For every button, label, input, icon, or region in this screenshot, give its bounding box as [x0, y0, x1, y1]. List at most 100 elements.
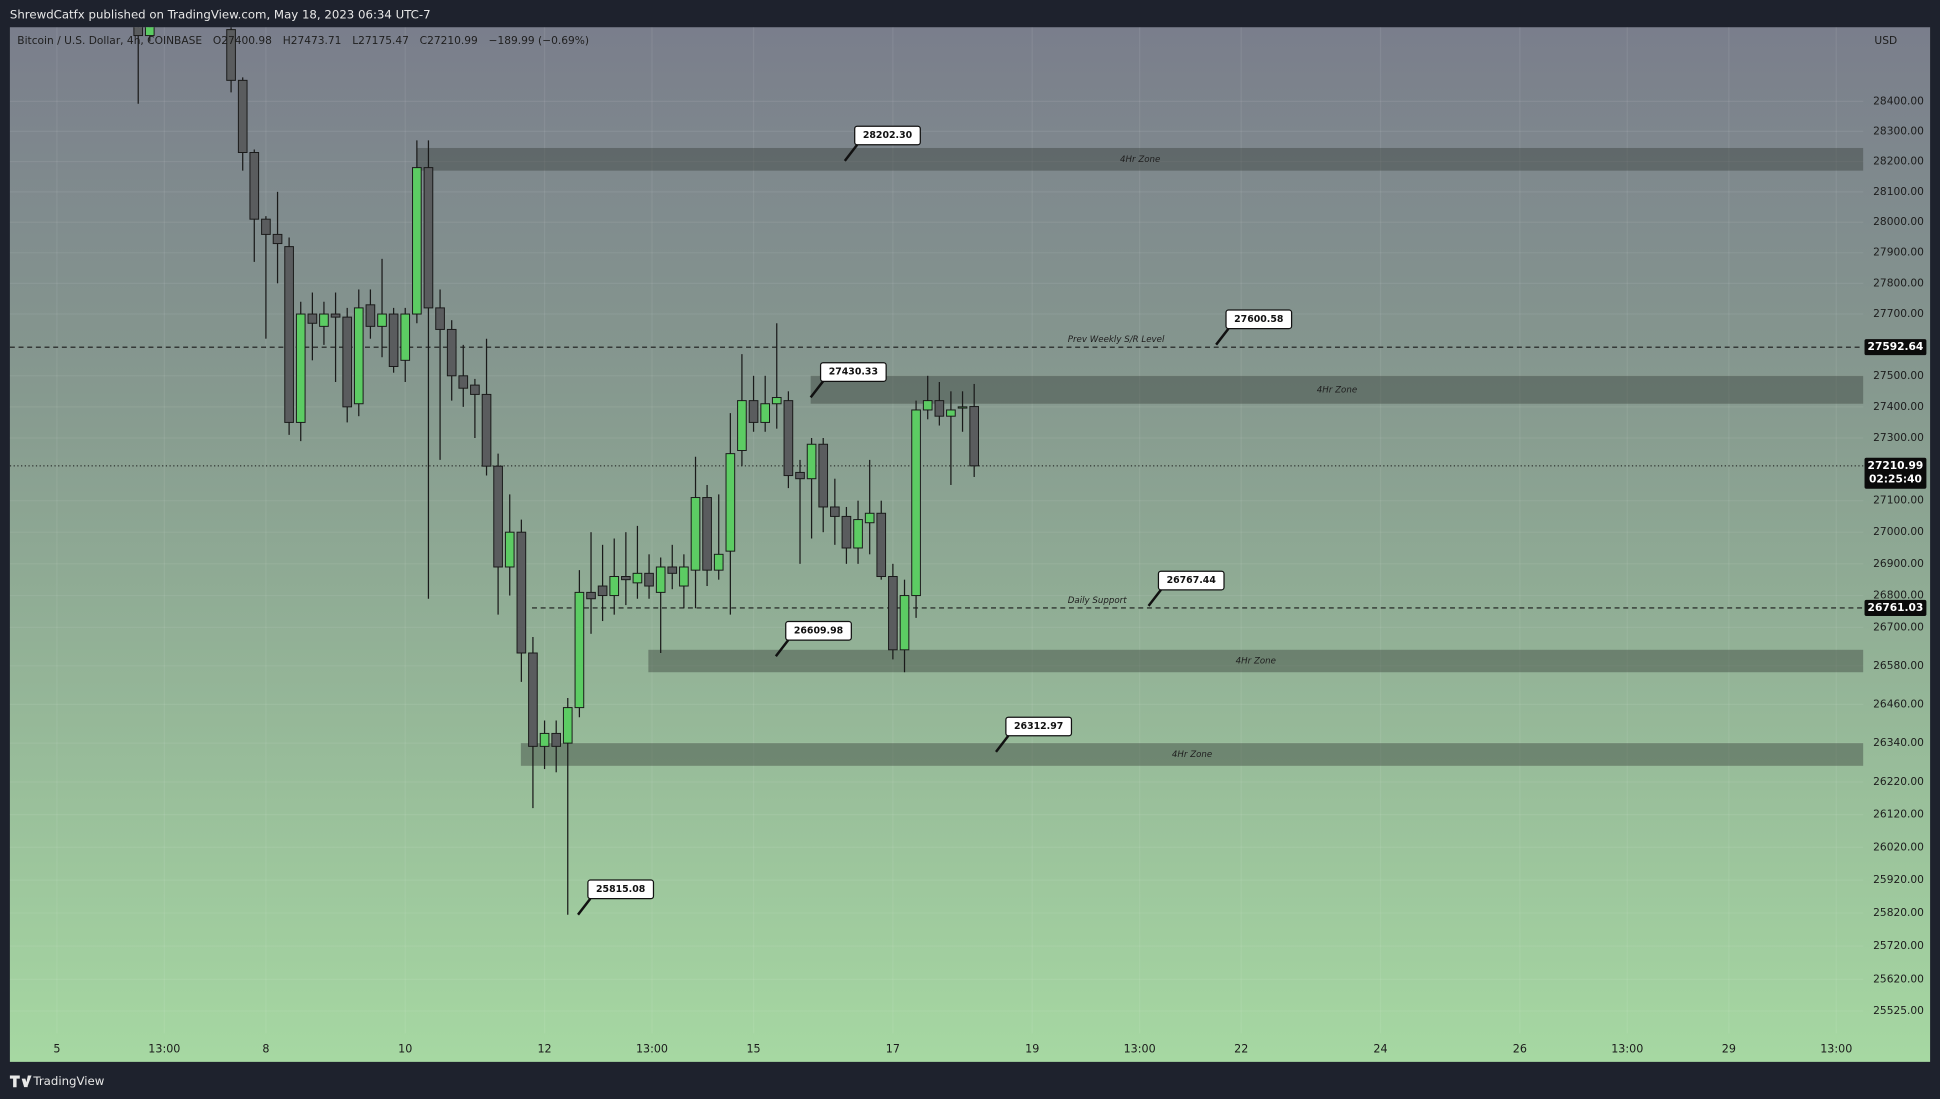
x-tick-label: 26 [1513, 1042, 1527, 1055]
level-label: Prev Weekly S/R Level [1068, 335, 1165, 345]
candle-body [226, 29, 236, 81]
level-price-label-box [1864, 339, 1927, 356]
y-tick-label: 26340.00 [1873, 736, 1924, 749]
candle-body [307, 313, 318, 324]
zones: 4Hr Zone 4Hr Zone 4Hr Zone 4Hr Zone [417, 147, 1864, 766]
y-tick-label: 27400.00 [1873, 400, 1924, 413]
candle-body [586, 591, 596, 600]
y-tick-label: 27100.00 [1873, 494, 1924, 507]
x-tick-label: 13:00 [1820, 1042, 1852, 1055]
brand-logo [9, 1075, 32, 1088]
currency-label: USD [1874, 34, 1897, 47]
x-tick-label: 8 [262, 1042, 269, 1055]
candle-body [504, 531, 515, 568]
last-price-label: 27210.99 [1868, 459, 1924, 472]
candle-body [516, 531, 527, 654]
symbol-legend: Bitcoin / U.S. Dollar, 4h, COINBASE O274… [17, 34, 589, 47]
callout-label: 26312.97 [1014, 721, 1063, 732]
candle-body [574, 591, 585, 709]
candle-body [446, 328, 457, 377]
candle-body [806, 443, 817, 480]
candle-body [261, 218, 271, 235]
candle-body [144, 27, 155, 37]
callout-pointer [995, 735, 1010, 753]
y-tick-label: 27300.00 [1873, 431, 1924, 444]
callout-box [785, 620, 852, 641]
callout-box [1005, 716, 1073, 737]
candle-body [609, 576, 620, 597]
zone [648, 649, 1864, 673]
callout-box [587, 879, 655, 900]
price-axis: 28400.00 28300.00 28200.00 28100.00 28000.00… [53, 94, 1927, 1055]
x-tick-label: 22 [1234, 1042, 1248, 1055]
y-tick-label: 25525.00 [1873, 1004, 1924, 1017]
level-price-label: 26761.03 [1868, 601, 1924, 614]
y-tick-label: 26120.00 [1873, 808, 1924, 821]
x-tick-label: 17 [886, 1042, 900, 1055]
y-tick-label: 26700.00 [1873, 620, 1924, 633]
x-tick-label: 29 [1722, 1042, 1736, 1055]
x-tick-label: 24 [1373, 1042, 1387, 1055]
legend-close: C27210.99 [420, 34, 478, 47]
callouts: 28202.30 27600.58 27430.33 26767.44 26609.98… [577, 125, 1293, 916]
candle-body [237, 79, 248, 153]
candle-body [528, 652, 538, 747]
callout-pointer [577, 897, 592, 916]
x-tick-label: 13:00 [1611, 1042, 1643, 1055]
candle-body [771, 397, 782, 405]
callout-pointer [774, 639, 790, 657]
y-tick-label: 25620.00 [1873, 972, 1924, 985]
zone [520, 743, 1864, 766]
candle-body [597, 585, 608, 597]
last-price-box [1864, 457, 1927, 489]
candle-body [295, 313, 306, 423]
candle-body [319, 313, 329, 327]
candle-body [737, 400, 747, 452]
candle-body [864, 512, 875, 524]
y-tick-label: 27700.00 [1873, 307, 1924, 320]
callout-pointer [809, 380, 825, 399]
callout-label: 27600.58 [1234, 314, 1283, 325]
candle-body [795, 471, 805, 480]
callout-box [1157, 570, 1225, 591]
candle-body [539, 732, 550, 747]
x-tick-label: 13:00 [148, 1042, 180, 1055]
candle-body [249, 152, 260, 220]
candle-body [876, 512, 887, 577]
candle-body [493, 465, 503, 568]
callout-label: 25815.08 [596, 884, 645, 895]
callout-pointer [1215, 327, 1230, 346]
y-tick-label: 26460.00 [1873, 697, 1924, 710]
x-tick-label: 12 [537, 1042, 551, 1055]
candle-body [690, 497, 701, 571]
legend-change: −189.99 (−0.69%) [489, 34, 589, 47]
candle-body [330, 313, 341, 318]
candle-body [284, 246, 294, 423]
callout-box [1225, 309, 1293, 330]
x-tick-label: 13:00 [636, 1042, 668, 1055]
x-tick-label: 5 [53, 1042, 60, 1055]
zone-label: 4Hr Zone [1317, 385, 1357, 395]
x-tick-label: 10 [398, 1042, 412, 1055]
candle-body [562, 707, 573, 744]
y-tick-label: 28000.00 [1873, 215, 1924, 228]
publisher-line: ShrewdCatfx published on TradingView.com… [10, 7, 431, 21]
candle-body [888, 576, 898, 651]
level-label: Daily Support [1068, 596, 1127, 606]
footer-brand: TradingView [9, 1074, 105, 1088]
y-tick-label: 28100.00 [1873, 185, 1924, 198]
candle-body [667, 566, 678, 574]
candle-body [679, 566, 689, 587]
candle-body [400, 313, 411, 361]
candle-body [342, 316, 353, 408]
candle-body [655, 566, 666, 593]
levels: Prev Weekly S/R Level Daily Support [9, 335, 1864, 609]
candle-body [353, 307, 364, 405]
y-tick-label: 27500.00 [1873, 369, 1924, 382]
y-tick-label: 26900.00 [1873, 557, 1924, 570]
candle-body [760, 403, 771, 423]
candle-body [783, 400, 794, 477]
zone-label: 4Hr Zone [1172, 750, 1212, 760]
candle-body [551, 732, 562, 747]
